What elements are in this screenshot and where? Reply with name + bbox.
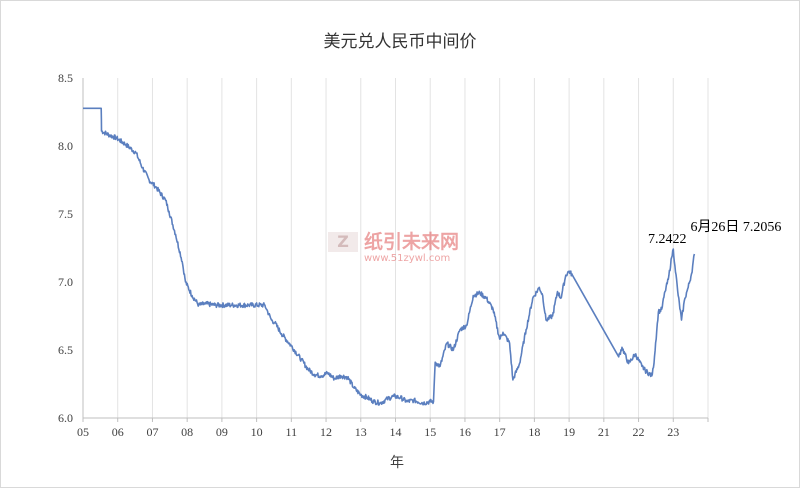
annotation-latest: 6月26日 7.2056 <box>690 219 781 235</box>
watermark-url: www.51zywl.com <box>364 253 450 264</box>
x-tick-label: 13 <box>355 425 367 439</box>
series-line <box>83 107 696 406</box>
y-tick-label: 7.5 <box>58 207 73 221</box>
x-tick-label: 16 <box>459 425 471 439</box>
x-axis-label: 年 <box>390 455 404 471</box>
x-tick-label: 05 <box>77 425 89 439</box>
y-tick-label: 6.0 <box>58 411 73 425</box>
x-tick-label: 08 <box>181 425 193 439</box>
x-tick-label: 22 <box>633 425 645 439</box>
y-tick-labels: 6.0 6.5 7.0 7.5 8.0 8.5 <box>58 71 73 425</box>
watermark-text: 纸引未来网 <box>364 230 459 253</box>
x-tick-label: 11 <box>286 425 298 439</box>
axes <box>82 78 709 422</box>
x-tick-label: 15 <box>424 425 436 439</box>
watermark-logo: Z <box>328 232 358 252</box>
annotation-peak: 7.2422 <box>648 232 687 247</box>
y-tick-label: 8.0 <box>58 139 73 153</box>
x-tick-label: 14 <box>390 425 402 439</box>
x-tick-label: 21 <box>598 425 610 439</box>
x-tick-label: 09 <box>216 425 228 439</box>
x-tick-label: 12 <box>320 425 332 439</box>
x-tick-label: 23 <box>667 425 679 439</box>
x-tick-label: 07 <box>146 425 158 439</box>
x-tick-label: 19 <box>563 425 575 439</box>
x-tick-label: 17 <box>494 425 506 439</box>
y-tick-label: 6.5 <box>58 343 73 357</box>
watermark: Z 纸引未来网 www.51zywl.com <box>328 230 459 264</box>
x-tick-label: 06 <box>112 425 124 439</box>
x-tick-label: 10 <box>251 425 263 439</box>
y-tick-label: 7.0 <box>58 275 73 289</box>
chart-title: 美元兑人民币中间价 <box>323 32 477 52</box>
x-tick-labels: 05 06 07 08 09 10 11 12 13 14 15 16 17 18 19 21 22 23 <box>77 425 679 439</box>
x-tick-label: 18 <box>528 425 540 439</box>
grid-lines <box>117 78 709 418</box>
svg-text:Z: Z <box>337 232 349 251</box>
y-tick-label: 8.5 <box>58 71 73 85</box>
